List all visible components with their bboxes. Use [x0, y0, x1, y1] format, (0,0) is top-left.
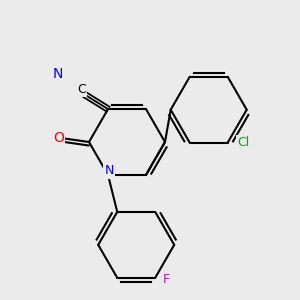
Text: N: N — [52, 67, 63, 81]
Text: Cl: Cl — [238, 136, 250, 149]
Text: O: O — [53, 131, 64, 145]
Text: F: F — [163, 273, 170, 286]
Text: N: N — [104, 164, 114, 177]
Text: C: C — [77, 82, 86, 95]
